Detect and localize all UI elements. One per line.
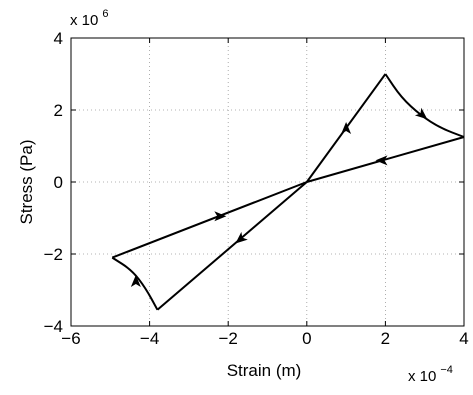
direction-arrow — [375, 155, 388, 166]
y-multiplier-exponent: 6 — [102, 8, 108, 20]
direction-arrow — [341, 122, 352, 134]
y-multiplier: x 10 6 — [70, 8, 108, 29]
y-tick-labels: −4 −2 0 2 4 — [44, 29, 63, 336]
direction-arrow — [235, 231, 248, 244]
y-multiplier-base: x 10 — [70, 12, 98, 29]
direction-arrows — [130, 107, 428, 287]
x-tick-label: 0 — [302, 329, 311, 348]
x-tick-labels: −6 −4 −2 0 2 4 — [61, 329, 468, 348]
curve-segment — [111, 181, 308, 259]
hysteresis-curve — [111, 73, 465, 311]
curve-segment — [156, 181, 308, 311]
tick-marks — [70, 37, 465, 327]
y-tick-label: −4 — [44, 317, 63, 336]
curve-segment — [111, 256, 159, 311]
x-tick-label: 4 — [459, 329, 468, 348]
grid — [71, 38, 464, 326]
curve-segment — [384, 73, 465, 138]
y-axis-label: Stress (Pa) — [17, 139, 36, 224]
x-tick-label: 2 — [381, 329, 390, 348]
x-multiplier-base: x 10 — [408, 368, 436, 385]
y-tick-label: 2 — [54, 101, 63, 120]
y-tick-label: 0 — [54, 173, 63, 192]
direction-arrow — [414, 107, 428, 120]
direction-arrow — [130, 275, 141, 287]
direction-arrow — [214, 211, 227, 222]
x-tick-label: −6 — [61, 329, 80, 348]
curve-segment — [306, 136, 465, 183]
x-axis-label: Strain (m) — [227, 361, 302, 380]
y-tick-label: 4 — [54, 29, 63, 48]
y-tick-label: −2 — [44, 245, 63, 264]
x-multiplier: x 10 −4 — [408, 364, 453, 385]
x-tick-label: −2 — [219, 329, 238, 348]
x-multiplier-exponent: −4 — [440, 364, 453, 376]
x-tick-label: −4 — [140, 329, 159, 348]
